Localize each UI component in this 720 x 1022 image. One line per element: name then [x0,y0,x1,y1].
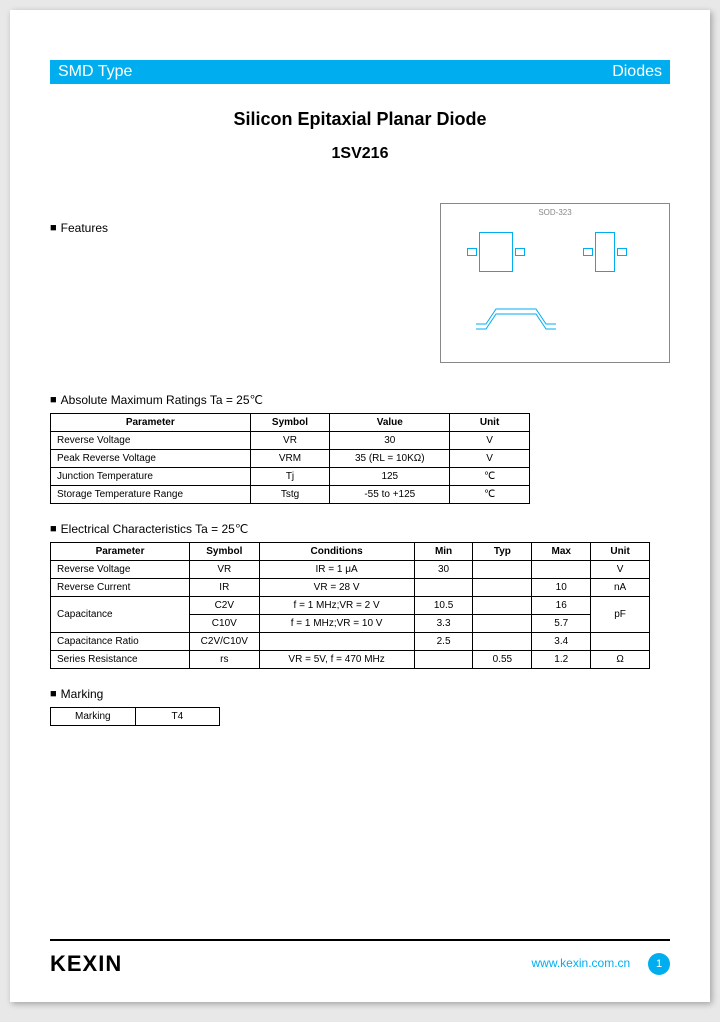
marking-table: Marking T4 [50,707,220,726]
features-heading: Features [50,221,108,235]
elec-heading: Electrical Characteristics Ta = 25℃ [50,522,670,536]
table-row: Storage Temperature RangeTstg-55 to +125… [51,486,530,504]
banner-left: SMD Type [58,63,132,81]
marking-value: T4 [135,708,219,726]
datasheet-page: SMD Type Diodes Silicon Epitaxial Planar… [10,10,710,1002]
page-title: Silicon Epitaxial Planar Diode [50,109,670,130]
marking-label: Marking [51,708,136,726]
table-header-row: Parameter Symbol Conditions Min Typ Max … [51,543,650,561]
table-row: Reverse VoltageVR30V [51,432,530,450]
col-value: Value [330,414,450,432]
table-row: CapacitanceC2Vf = 1 MHz;VR = 2 V10.516pF [51,597,650,615]
page-number: 1 [648,953,670,975]
banner-right: Diodes [612,63,662,81]
table-row: Series ResistancersVR = 5V, f = 470 MHz0… [51,651,650,669]
table-row: Reverse CurrentIRVR = 28 V10nA [51,579,650,597]
footer-url: www.kexin.com.cn [532,956,631,970]
col-symbol: Symbol [250,414,330,432]
package-diagram: SOD-323 [440,203,670,363]
table-row: Marking T4 [51,708,220,726]
col-parameter: Parameter [51,414,251,432]
package-label: SOD-323 [538,208,571,217]
package-side-icon [471,299,571,339]
electrical-table: Parameter Symbol Conditions Min Typ Max … [50,542,650,669]
page-footer: KEXIN www.kexin.com.cn 1 [50,939,670,977]
table-row: Peak Reverse VoltageVRM35 (RL = 10KΩ)V [51,450,530,468]
table-header-row: Parameter Symbol Value Unit [51,414,530,432]
marking-heading: Marking [50,687,670,701]
ratings-table: Parameter Symbol Value Unit Reverse Volt… [50,413,530,504]
part-number: 1SV216 [50,145,670,163]
col-unit: Unit [450,414,530,432]
table-row: Reverse VoltageVRIR = 1 μA30V [51,561,650,579]
brand-logo: KEXIN [50,951,122,977]
table-row: Capacitance RatioC2V/C10V2.53.4 [51,633,650,651]
table-row: Junction TemperatureTj125℃ [51,468,530,486]
header-banner: SMD Type Diodes [50,60,670,84]
ratings-heading: Absolute Maximum Ratings Ta = 25℃ [50,393,670,407]
